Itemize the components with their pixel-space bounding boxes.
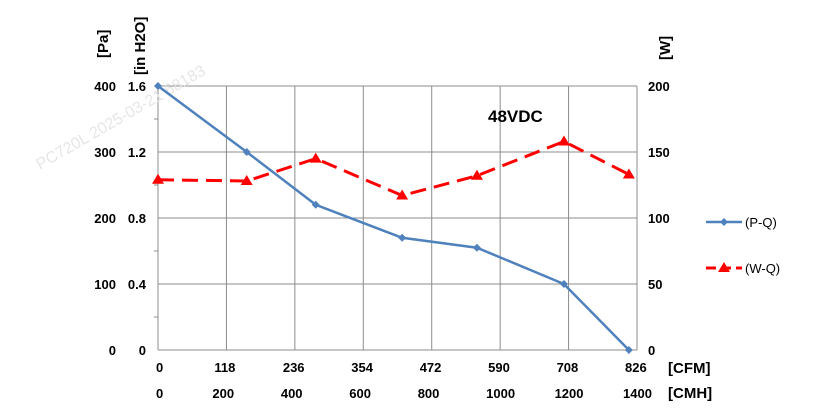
x-primary-label: [CFM] xyxy=(668,360,710,377)
y-left-secondary-tick-label: 1.6 xyxy=(128,79,146,94)
x-primary-tick-label: 118 xyxy=(214,360,235,375)
data-point-p-q xyxy=(559,280,568,288)
data-point-w-q xyxy=(622,168,635,179)
data-point-w-q xyxy=(396,189,409,200)
x-primary-tick-label: 0 xyxy=(156,360,163,375)
data-point-w-q xyxy=(470,169,483,180)
y-left-primary-tick-label: 400 xyxy=(94,79,116,94)
y-left-primary-tick-label: 100 xyxy=(94,277,116,292)
data-point-p-q xyxy=(154,82,162,90)
data-point-w-q xyxy=(557,135,570,146)
legend-label-w-q: (W-Q) xyxy=(745,261,780,276)
legend: (P-Q) (W-Q) xyxy=(706,215,780,276)
x-secondary-tick-label: 1400 xyxy=(623,386,652,401)
y-left-primary-tick-label: 300 xyxy=(94,145,116,160)
y-left-secondary-tick-label: 0.4 xyxy=(128,277,147,292)
y-right-tick-label: 100 xyxy=(648,211,670,226)
x-primary-tick-label: 472 xyxy=(420,360,442,375)
y-left-primary-label: [Pa] xyxy=(95,30,112,58)
x-secondary-tick-label: 600 xyxy=(349,386,371,401)
y-right-tick-label: 200 xyxy=(648,79,670,94)
data-point-p-q xyxy=(242,148,251,156)
legend-marker-p-q xyxy=(720,218,728,226)
x-secondary-tick-label: 200 xyxy=(212,386,234,401)
x-primary-tick-label: 354 xyxy=(351,360,373,375)
watermark: PC720L 2025-03-21 68183 xyxy=(34,62,209,173)
data-point-w-q xyxy=(240,175,253,186)
x-secondary-tick-label: 0 xyxy=(156,386,163,401)
legend-marker-w-q xyxy=(718,262,730,272)
series-layer xyxy=(152,82,635,354)
data-point-p-q xyxy=(472,243,481,252)
y-left-primary-tick-label: 0 xyxy=(109,343,116,358)
gridlines xyxy=(154,85,638,351)
series-line-w-q xyxy=(157,139,630,198)
x-secondary-tick-label: 400 xyxy=(281,386,303,401)
x-secondary-tick-label: 1200 xyxy=(555,386,584,401)
y-right-tick-label: 150 xyxy=(648,145,670,160)
x-secondary-tick-label: 1000 xyxy=(486,386,515,401)
voltage-annotation: 48VDC xyxy=(488,107,543,126)
y-right-tick-label: 0 xyxy=(648,343,655,358)
y-left-secondary-label: [in H2O] xyxy=(132,17,149,75)
data-point-p-q xyxy=(398,233,407,242)
axes: 0011820023640035460047280059010007081200… xyxy=(94,79,669,401)
y-right-tick-label: 50 xyxy=(648,277,662,292)
x-secondary-label: [CMH] xyxy=(668,385,712,402)
data-point-p-q xyxy=(311,200,320,209)
y-left-primary-tick-label: 200 xyxy=(94,211,116,226)
y-right-label: [W] xyxy=(657,36,674,60)
data-point-p-q xyxy=(624,346,633,354)
data-point-w-q xyxy=(152,173,164,184)
data-point-w-q xyxy=(309,152,322,163)
x-primary-tick-label: 236 xyxy=(283,360,305,375)
legend-label-p-q: (P-Q) xyxy=(745,215,777,230)
x-primary-tick-label: 708 xyxy=(557,360,579,375)
y-left-secondary-tick-label: 1.2 xyxy=(128,145,146,160)
x-secondary-tick-label: 800 xyxy=(418,386,440,401)
y-left-secondary-tick-label: 0 xyxy=(139,343,146,358)
x-primary-tick-label: 826 xyxy=(625,360,647,375)
y-left-secondary-tick-label: 0.8 xyxy=(128,211,146,226)
x-primary-tick-label: 590 xyxy=(488,360,510,375)
